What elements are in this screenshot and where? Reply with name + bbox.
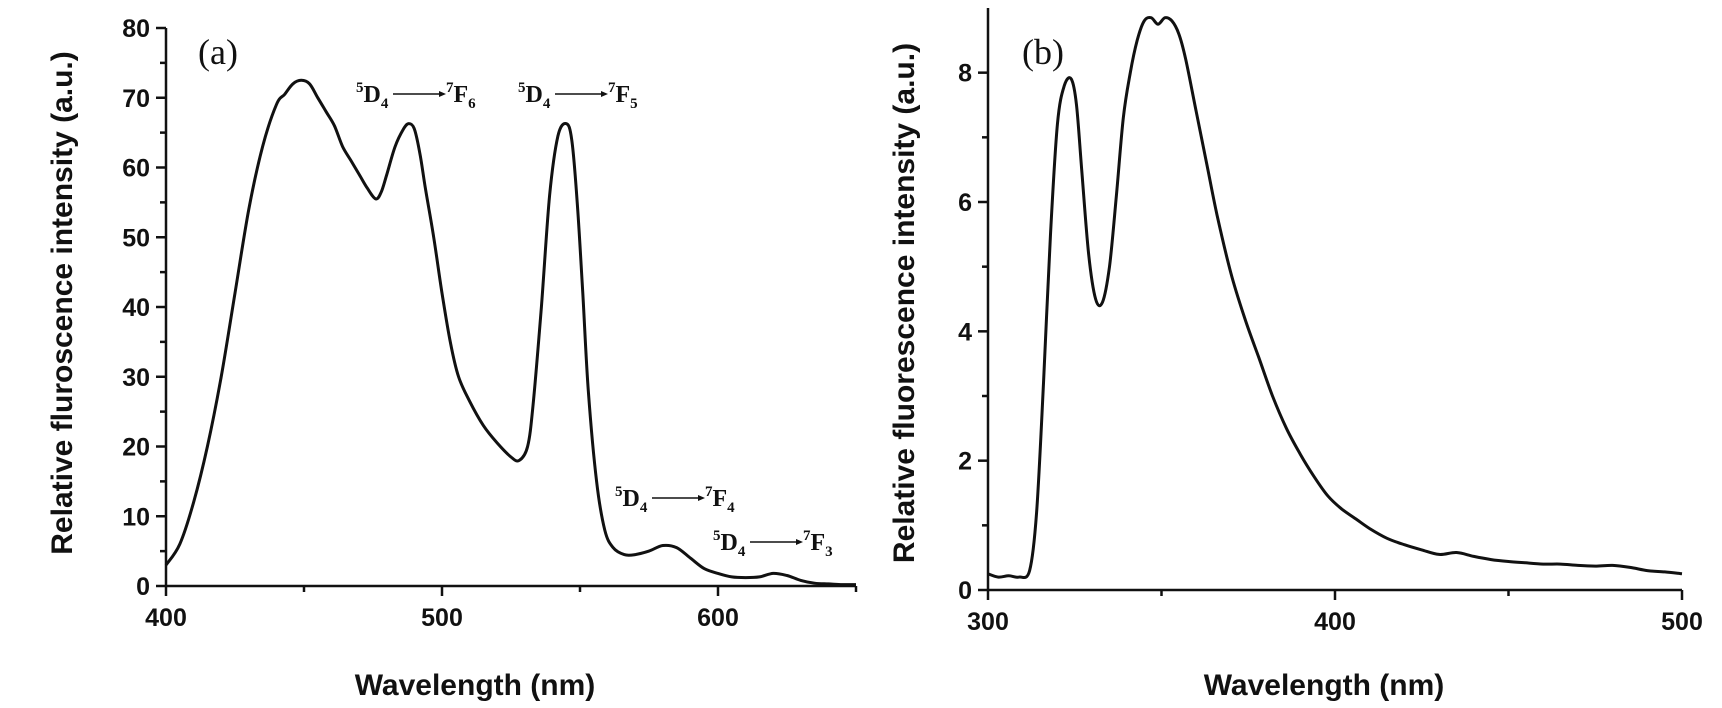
annotation-d4-f4-asub: 4 — [640, 500, 648, 516]
panel-b-x-axis-title: Wavelength (nm) — [1204, 669, 1445, 702]
svg-text:5D4: 5D4 — [518, 80, 551, 112]
panel-b-y-tick-label: 0 — [958, 577, 972, 605]
panel-a-x-axis-title: Wavelength (nm) — [355, 669, 596, 702]
panel-a-y-tick-label: 40 — [122, 294, 150, 322]
panel-a-y-tick-label: 30 — [122, 364, 150, 392]
annotation-d4-f4-pre: 5 — [615, 484, 623, 500]
panel-a-series-line — [164, 78, 857, 587]
panel-a-chart: 400 500 600 0 10 20 30 40 50 60 70 80 (a) Wavelengt… — [46, 15, 858, 702]
annotation-d4-f4: 5D4 7F4 — [615, 484, 735, 516]
panel-b-series-line — [987, 15, 1683, 580]
svg-text:5D4: 5D4 — [713, 528, 746, 560]
annotation-d4-f5-bsub: 5 — [630, 96, 638, 112]
panel-a-x-tick-label: 500 — [421, 604, 463, 632]
panel-a-label: (a) — [198, 32, 238, 72]
annotation-d4-f3-bsub: 3 — [825, 544, 833, 560]
panel-a-y-tick-label: 70 — [122, 85, 150, 113]
panel-a-y-tick-label: 0 — [136, 573, 150, 601]
panel-b-y-tick-label: 4 — [958, 318, 972, 346]
panel-b-y-tick-label: 8 — [958, 60, 972, 88]
annotation-d4-f3-asub: 4 — [738, 544, 746, 560]
annotation-d4-f4-b: F — [713, 486, 728, 512]
panel-a-ticks: 400 500 600 0 10 20 30 40 50 60 70 80 — [122, 15, 858, 632]
panel-a-y-axis-title: Relative fluroscence intensity (a.u.) — [46, 51, 79, 554]
panel-a-x-tick-label: 600 — [697, 604, 739, 632]
annotation-d4-f5-bsup: 7 — [608, 80, 616, 96]
annotation-d4-f5-pre: 5 — [518, 80, 526, 96]
panel-b-label: (b) — [1022, 32, 1064, 72]
annotation-d4-f3: 5D4 7F3 — [713, 528, 833, 560]
annotation-d4-f6-pre: 5 — [356, 80, 364, 96]
annotation-d4-f6: 5D4 7F6 — [356, 80, 476, 112]
panel-b-y-axis-title: Relative fluorescence intensity (a.u.) — [888, 43, 921, 563]
svg-text:7F5: 7F5 — [608, 80, 638, 112]
annotation-d4-f4-bsup: 7 — [705, 484, 713, 500]
panel-a-axes — [164, 28, 856, 588]
annotation-d4-f6-a: D — [364, 82, 381, 108]
panel-b-x-tick-label: 500 — [1661, 608, 1703, 636]
svg-text:7F6: 7F6 — [446, 80, 476, 112]
panel-a-y-tick-label: 10 — [122, 503, 150, 531]
panel-a-y-tick-label: 80 — [122, 15, 150, 43]
annotation-d4-f3-b: F — [811, 530, 826, 556]
panel-a-y-tick-label: 50 — [122, 224, 150, 252]
annotation-d4-f3-bsup: 7 — [803, 528, 811, 544]
svg-text:7F4: 7F4 — [705, 484, 735, 516]
annotation-d4-f5-asub: 4 — [543, 96, 551, 112]
panel-b-y-tick-label: 2 — [958, 448, 972, 476]
annotation-d4-f6-bsub: 6 — [468, 96, 476, 112]
annotation-d4-f6-b: F — [454, 82, 469, 108]
panel-b-y-tick-label: 6 — [958, 189, 972, 217]
annotation-d4-f6-bsup: 7 — [446, 80, 454, 96]
annotation-d4-f5-a: D — [526, 82, 543, 108]
panel-b-x-tick-label: 300 — [967, 608, 1009, 636]
panel-b-x-tick-label: 400 — [1314, 608, 1356, 636]
annotation-d4-f4-bsub: 4 — [727, 500, 735, 516]
panel-b-ticks: 300 400 500 0 2 4 6 8 — [958, 60, 1703, 636]
panel-b-chart: 300 400 500 0 2 4 6 8 (b) Wavelength (nm) Relat… — [888, 8, 1703, 702]
annotation-d4-f5-b: F — [616, 82, 631, 108]
panel-a-y-tick-label: 60 — [122, 155, 150, 183]
panel-a-series — [164, 78, 857, 587]
panel-a-x-tick-label: 400 — [145, 604, 187, 632]
svg-text:5D4: 5D4 — [615, 484, 648, 516]
annotation-d4-f5: 5D4 7F5 — [518, 80, 638, 112]
panel-a-y-tick-label: 20 — [122, 434, 150, 462]
panel-b-series — [987, 15, 1683, 580]
annotation-d4-f4-a: D — [623, 486, 640, 512]
svg-text:7F3: 7F3 — [803, 528, 833, 560]
annotation-d4-f6-asub: 4 — [381, 96, 389, 112]
annotation-d4-f3-pre: 5 — [713, 528, 721, 544]
svg-text:5D4: 5D4 — [356, 80, 389, 112]
annotation-d4-f3-a: D — [721, 530, 738, 556]
